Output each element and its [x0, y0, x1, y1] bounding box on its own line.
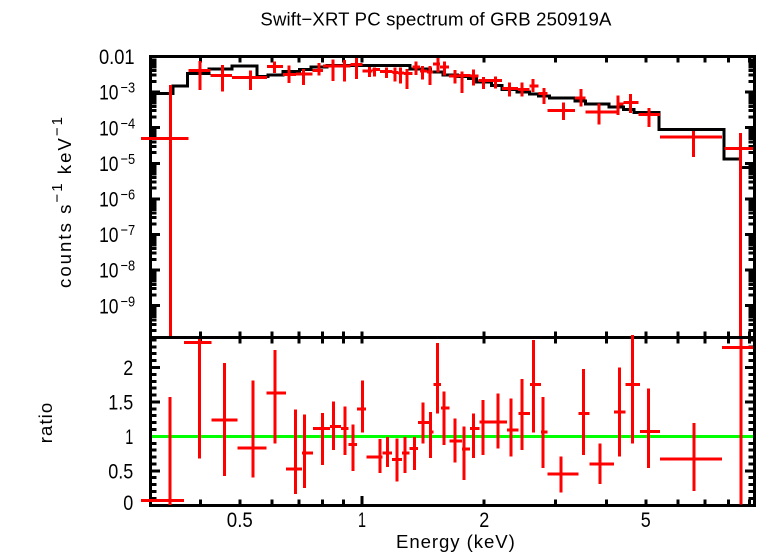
- svg-text:1.5: 1.5: [108, 391, 133, 415]
- svg-text:10: 10: [99, 223, 118, 247]
- svg-text:Swift−XRT PC spectrum of GRB 2: Swift−XRT PC spectrum of GRB 250919A: [260, 9, 612, 30]
- svg-text:−6: −6: [121, 187, 136, 204]
- svg-text:5: 5: [641, 508, 651, 532]
- svg-text:10: 10: [99, 81, 118, 105]
- svg-text:−8: −8: [121, 258, 136, 275]
- svg-text:−3: −3: [121, 80, 136, 97]
- svg-text:10: 10: [99, 259, 118, 283]
- svg-text:ratio: ratio: [35, 403, 56, 443]
- svg-text:0.01: 0.01: [99, 45, 135, 69]
- svg-text:2: 2: [479, 508, 489, 532]
- svg-text:2: 2: [123, 356, 133, 380]
- svg-text:Energy (keV): Energy (keV): [396, 531, 515, 552]
- svg-text:0.5: 0.5: [108, 460, 133, 484]
- svg-text:−9: −9: [121, 293, 136, 310]
- svg-text:10: 10: [99, 294, 118, 318]
- svg-text:0: 0: [123, 491, 133, 515]
- svg-text:0.5: 0.5: [227, 508, 253, 532]
- svg-text:10: 10: [99, 188, 118, 212]
- svg-text:−5: −5: [121, 151, 136, 168]
- svg-text:1: 1: [358, 508, 366, 532]
- svg-text:1: 1: [125, 425, 133, 449]
- svg-text:−7: −7: [121, 222, 136, 239]
- svg-text:−4: −4: [121, 115, 136, 132]
- svg-text:10: 10: [99, 116, 118, 140]
- svg-text:10: 10: [99, 152, 118, 176]
